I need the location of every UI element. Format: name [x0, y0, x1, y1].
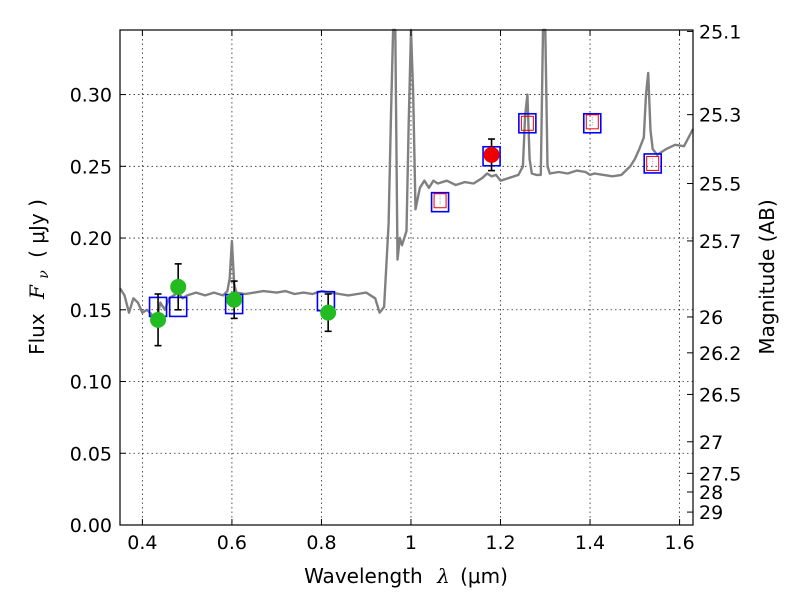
- y-tick-label: 0.10: [70, 372, 112, 394]
- x-tick-label: 1.6: [664, 532, 694, 554]
- optical-photometry-point: [150, 311, 167, 328]
- x-tick-label: 0.4: [127, 532, 157, 554]
- y2-tick-label: 26.2: [699, 343, 741, 365]
- model-spectrum-line: [118, 28, 695, 326]
- y2-axis-label: Magnitude (AB): [755, 199, 779, 354]
- x-tick-label: 1: [405, 532, 417, 554]
- y2-tick-label: 25.5: [699, 174, 741, 196]
- y2-tick-label: 25.3: [699, 105, 741, 127]
- y2-tick-label: 25.7: [699, 231, 741, 253]
- optical-photometry-point: [170, 278, 187, 295]
- y2-tick-label: 27.5: [699, 463, 741, 485]
- model-box: [643, 153, 663, 174]
- y-tick-label: 0.20: [70, 228, 112, 250]
- y-tick-label: 0.30: [70, 85, 112, 107]
- y2-tick-label: 26: [699, 307, 723, 329]
- y2-tick-label: 28: [699, 482, 723, 504]
- axis-ticks: 0.4 0.6 0.8 1 1.2 1.4 1.6 0.00 0.05 0.10 0.15 0.20 0…: [70, 21, 742, 554]
- y2-tick-label: 29: [699, 502, 723, 524]
- nir-photometry-point: [483, 146, 500, 163]
- nir-limit-mark: [585, 114, 599, 130]
- y-tick-label: 0.00: [70, 515, 112, 537]
- y2-tick-label: 25.1: [699, 21, 741, 43]
- x-tick-label: 0.8: [306, 532, 336, 554]
- x-axis-label: Wavelength λ (μm): [304, 564, 508, 588]
- optical-photometry-point: [320, 304, 337, 321]
- nir-limit-mark: [646, 155, 660, 171]
- model-box: [430, 191, 450, 213]
- optical-photometry-point: [226, 291, 243, 308]
- y-axis-label: Flux F ν ( μJy ): [25, 199, 53, 355]
- y-tick-label: 0.15: [70, 300, 112, 322]
- plot-frame: [119, 29, 694, 526]
- x-tick-label: 0.6: [217, 532, 247, 554]
- plot-area: [118, 28, 695, 347]
- x-tick-label: 1.4: [575, 532, 605, 554]
- nir-limit-mark: [433, 193, 447, 209]
- y2-tick-label: 26.5: [699, 384, 741, 406]
- model-box: [518, 112, 537, 134]
- model-box: [582, 112, 602, 134]
- y2-tick-label: 27: [699, 432, 723, 454]
- y-tick-label: 0.25: [70, 156, 112, 178]
- y-tick-label: 0.05: [70, 443, 112, 465]
- x-tick-label: 1.2: [485, 532, 515, 554]
- nir-limit-mark: [520, 115, 534, 131]
- grid-lines: [120, 30, 693, 526]
